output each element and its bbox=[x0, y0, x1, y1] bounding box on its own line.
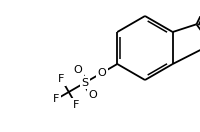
Text: F: F bbox=[52, 95, 59, 105]
Text: O: O bbox=[73, 65, 82, 74]
Text: F: F bbox=[58, 74, 64, 84]
Text: O: O bbox=[199, 4, 200, 14]
Text: F: F bbox=[73, 100, 79, 110]
Text: S: S bbox=[81, 77, 88, 88]
Text: O: O bbox=[88, 91, 97, 100]
Text: O: O bbox=[97, 68, 106, 78]
